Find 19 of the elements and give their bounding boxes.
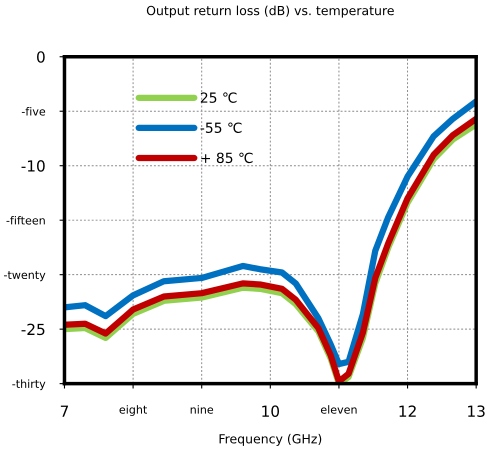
legend-label: + 85 ℃ — [201, 152, 253, 164]
x-tick-label: eight — [120, 405, 148, 416]
y-tick-label: -twenty — [4, 271, 46, 282]
chart-title: Output return loss (dB) vs. temperature — [146, 6, 394, 18]
y-tick-label: -fifteen — [6, 216, 45, 225]
x-tick-label: 13 — [468, 405, 485, 417]
legend-label: -55 ℃ — [200, 122, 242, 133]
y-tick-label: -10 — [22, 160, 45, 172]
x-tick-label: 12 — [400, 405, 416, 417]
y-tick-label: -five — [22, 107, 46, 116]
x-tick-label: 10 — [262, 405, 280, 417]
legend-label: 25 ℃ — [200, 92, 237, 103]
x-tick-label: eleven — [320, 405, 357, 414]
y-tick-label: -thirty — [12, 379, 46, 390]
y-tick-label: -25 — [22, 324, 44, 336]
x-axis-title: Frequency (GHz) — [220, 434, 322, 446]
y-tick-label: 0 — [37, 51, 45, 63]
x-tick-label: nine — [190, 405, 214, 414]
x-tick-label: 7 — [60, 406, 68, 417]
